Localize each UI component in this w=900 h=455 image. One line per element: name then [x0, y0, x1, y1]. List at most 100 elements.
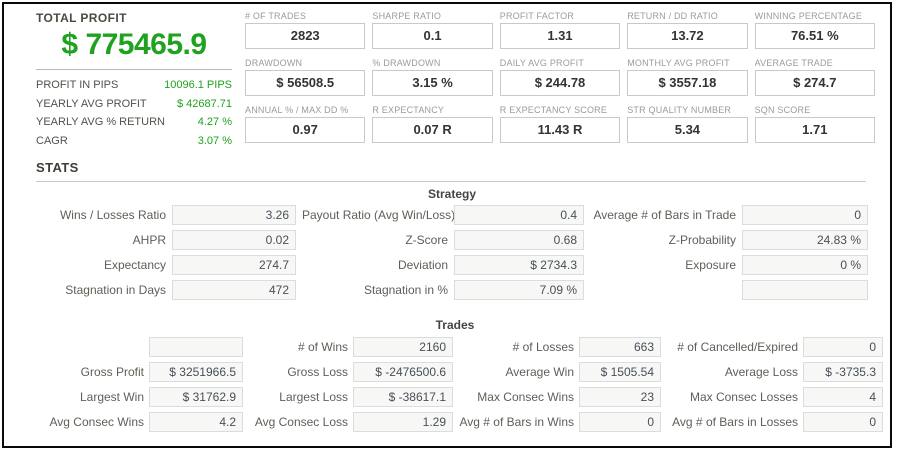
stat-value-box: 23 [579, 387, 661, 407]
stat-value-box: $ 2734.3 [454, 255, 584, 275]
stat-value-box-empty [742, 280, 868, 300]
metric-value-box: 0.1 [372, 23, 493, 49]
metric-label: # OF TRADES [245, 11, 307, 21]
metric-label: DAILY AVG PROFIT [499, 58, 585, 68]
trades-subheading: Trades [435, 318, 475, 332]
metric-value-box: 11.43 R [499, 117, 621, 143]
metric-cell-r-expectancy: R EXPECTANCY 0.07 R [372, 104, 493, 143]
metric-value-box: $ 3557.18 [627, 70, 748, 96]
metric-value-box: $ 244.78 [499, 70, 621, 96]
metric-cell-num-of-trades: # OF TRADES 2823 [245, 10, 366, 49]
metric-cell-winning-percentage: WINNING PERCENTAGE 76.51 % [754, 10, 875, 49]
stat-value-box: $ 1505.54 [579, 362, 661, 382]
summary-row: YEARLY AVG PROFIT $ 42687.71 [36, 95, 232, 114]
metric-cell-return-dd-ratio: RETURN / DD RATIO 13.72 [627, 10, 748, 49]
yearly-avg-return-label: YEARLY AVG % RETURN [36, 116, 165, 128]
metric-value-box: 13.72 [627, 23, 748, 49]
profit-in-pips-value: 10096.1 PIPS [164, 79, 232, 91]
stat-label: # of Wins [297, 340, 348, 354]
metric-label: % DRAWDOWN [372, 58, 441, 68]
metric-value-box: 1.31 [499, 23, 621, 49]
metric-label: RETURN / DD RATIO [627, 11, 718, 21]
trades-stats-grid: # of Wins 2160 # of Losses 663 # of Canc… [36, 337, 883, 432]
stat-value-box: 24.83 % [742, 230, 868, 250]
metric-label: R EXPECTANCY [372, 105, 445, 115]
metric-label: DRAWDOWN [245, 58, 303, 68]
yearly-avg-profit-label: YEARLY AVG PROFIT [36, 97, 147, 110]
stat-label: AHPR [132, 233, 166, 247]
metric-cell-daily-avg-profit: DAILY AVG PROFIT $ 244.78 [499, 57, 621, 96]
metric-value-box: $ 274.7 [754, 70, 875, 96]
stat-value-box: 0 [579, 412, 661, 432]
yearly-avg-return-value: 4.27 % [197, 116, 232, 128]
cagr-value: 3.07 % [197, 134, 232, 147]
stat-value-box: 0.02 [172, 230, 296, 250]
stat-label: Max Consec Wins [477, 390, 574, 404]
stat-value-box: 7.09 % [454, 280, 584, 300]
summary-divider [36, 69, 232, 70]
stat-value-box: $ 31762.9 [149, 387, 243, 407]
stat-label: Z-Probability [668, 233, 736, 247]
total-profit-title: TOTAL PROFIT [36, 11, 127, 25]
strategy-subheading: Strategy [427, 187, 477, 201]
stat-value-box: 0 [803, 337, 883, 357]
stat-value-box: 274.7 [172, 255, 296, 275]
stat-label: # of Cancelled/Expired [677, 340, 798, 354]
summary-row: YEARLY AVG % RETURN 4.27 % [36, 113, 232, 132]
stat-label: Gross Loss [287, 365, 348, 379]
metric-label: SHARPE RATIO [372, 11, 442, 21]
yearly-avg-profit-value: $ 42687.71 [176, 97, 232, 110]
metric-value-box: 1.71 [754, 117, 875, 143]
strategy-stats-grid: Wins / Losses Ratio 3.26 Payout Ratio (A… [36, 205, 868, 300]
stat-label: Largest Loss [279, 390, 348, 404]
stat-value-box: 0 [803, 412, 883, 432]
stat-label: Largest Win [79, 390, 144, 404]
metric-cell-pct-drawdown: % DRAWDOWN 3.15 % [372, 57, 493, 96]
cagr-label: CAGR [36, 134, 68, 147]
stat-label: Z-Score [405, 233, 448, 247]
stat-value-box: 2160 [353, 337, 453, 357]
stat-value-box: $ -2476500.6 [353, 362, 453, 382]
stat-label: Avg Consec Wins [49, 415, 144, 429]
profit-in-pips-label: PROFIT IN PIPS [36, 79, 119, 91]
total-profit-value: $ 775465.9 [61, 28, 207, 61]
stats-section-heading: STATS [36, 160, 79, 175]
metric-value-box: 76.51 % [754, 23, 875, 49]
metric-label: PROFIT FACTOR [499, 11, 575, 21]
stat-label: # of Losses [512, 340, 574, 354]
metric-value-box: $ 56508.5 [245, 70, 366, 96]
metric-cell-str-quality-number: STR QUALITY NUMBER 5.34 [627, 104, 748, 143]
metric-label: ANNUAL % / MAX DD % [245, 105, 349, 115]
summary-row: PROFIT IN PIPS 10096.1 PIPS [36, 76, 232, 95]
stat-label: Wins / Losses Ratio [59, 208, 166, 222]
metric-cell-drawdown: DRAWDOWN $ 56508.5 [245, 57, 366, 96]
stat-label: Exposure [685, 258, 736, 272]
stat-label: Avg # of Bars in Losses [672, 415, 798, 429]
metric-label: AVERAGE TRADE [754, 58, 833, 68]
metric-cell-sqn-score: SQN SCORE 1.71 [754, 104, 875, 143]
metric-value-box: 3.15 % [372, 70, 493, 96]
stat-value-box: 0 % [742, 255, 868, 275]
stat-label: Stagnation in Days [65, 283, 166, 297]
stat-label: Payout Ratio (Avg Win/Loss) [302, 208, 456, 222]
stat-label: Deviation [397, 258, 448, 272]
stat-value-box: 4 [803, 387, 883, 407]
stat-label: Expectancy [103, 258, 166, 272]
metric-cell-annual-max-dd: ANNUAL % / MAX DD % 0.97 [245, 104, 366, 143]
stat-label: Max Consec Losses [689, 390, 798, 404]
stat-value-box: 4.2 [149, 412, 243, 432]
metric-label: SQN SCORE [754, 105, 811, 115]
stat-value-box: 3.26 [172, 205, 296, 225]
metric-label: R EXPECTANCY SCORE [499, 105, 608, 115]
metric-cell-sharpe-ratio: SHARPE RATIO 0.1 [372, 10, 493, 49]
metric-value-box: 0.97 [245, 117, 366, 143]
metrics-grid: # OF TRADES 2823 SHARPE RATIO 0.1 PROFIT… [245, 10, 875, 151]
stat-value-box: $ -38617.1 [353, 387, 453, 407]
metric-label: WINNING PERCENTAGE [754, 11, 863, 21]
stat-label-empty [36, 337, 144, 357]
total-profit-panel: TOTAL PROFIT $ 775465.9 PROFIT IN PIPS 1… [36, 11, 232, 150]
stat-label: Average # of Bars in Trade [593, 208, 736, 222]
metric-cell-profit-factor: PROFIT FACTOR 1.31 [499, 10, 621, 49]
stat-value-box: 0.4 [454, 205, 584, 225]
metric-label: MONTHLY AVG PROFIT [627, 58, 730, 68]
